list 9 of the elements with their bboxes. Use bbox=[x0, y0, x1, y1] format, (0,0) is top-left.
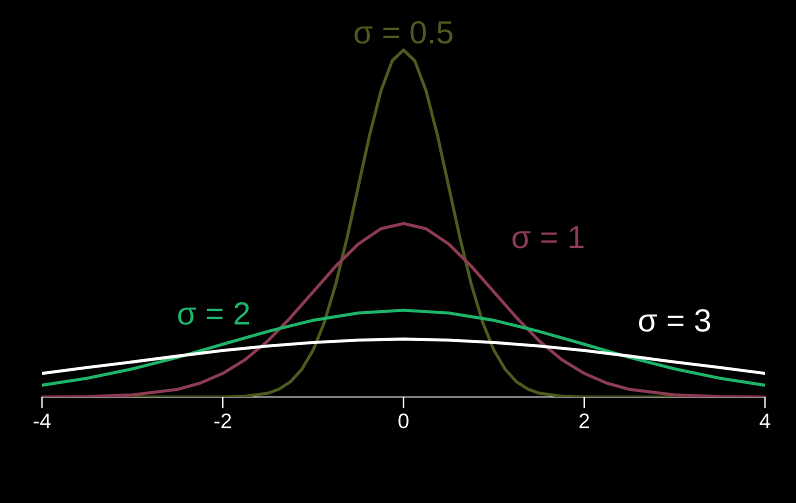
x-tick-label: -4 bbox=[34, 414, 51, 428]
series-label: σ = 3 bbox=[639, 309, 710, 332]
series-label: σ = 1 bbox=[512, 226, 584, 248]
series-label: σ = 0.5 bbox=[354, 21, 452, 44]
x-tick-label: 4 bbox=[760, 414, 770, 428]
series-label: σ = 2 bbox=[178, 302, 250, 325]
x-tick-label: 0 bbox=[398, 414, 408, 428]
x-tick-label: 2 bbox=[580, 414, 589, 428]
x-tick-label: -2 bbox=[214, 414, 231, 428]
